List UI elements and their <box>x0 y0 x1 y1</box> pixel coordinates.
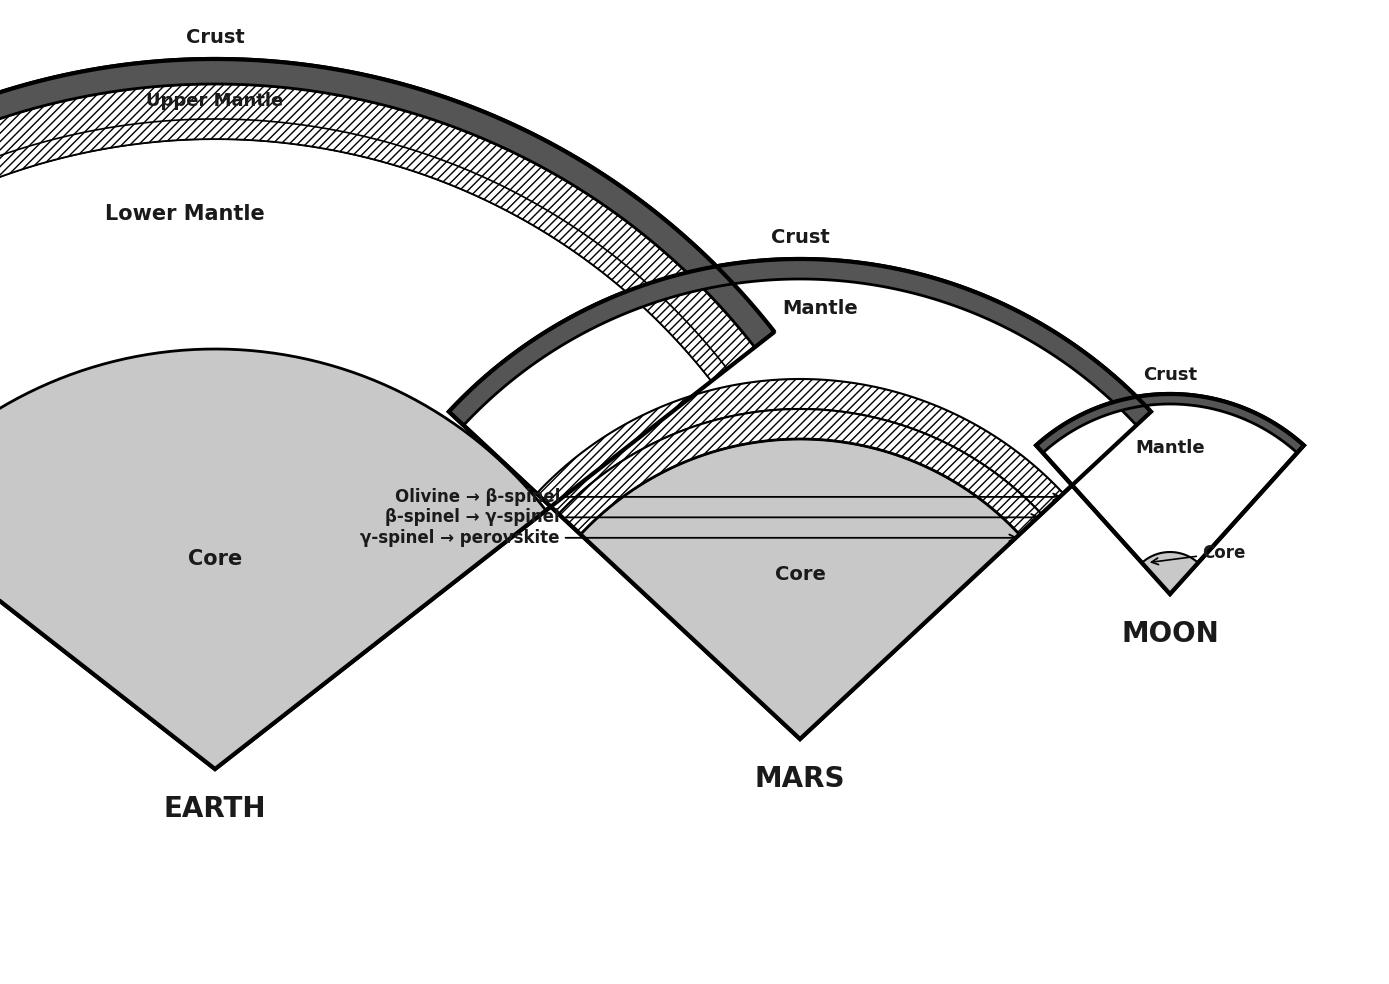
Text: Upper Mantle: Upper Mantle <box>146 92 283 110</box>
Polygon shape <box>558 409 1042 534</box>
Polygon shape <box>0 349 546 769</box>
Text: Crust: Crust <box>186 28 244 47</box>
Text: γ-spinel → perovskite: γ-spinel → perovskite <box>361 528 1015 547</box>
Polygon shape <box>0 59 775 347</box>
Text: Lower Mantle: Lower Mantle <box>106 204 265 224</box>
Text: Mantle: Mantle <box>1135 439 1204 457</box>
Polygon shape <box>0 84 754 381</box>
Text: Core: Core <box>188 549 242 569</box>
Polygon shape <box>449 259 1151 739</box>
Text: Mantle: Mantle <box>782 299 858 319</box>
Text: Core: Core <box>775 565 825 584</box>
Text: EARTH: EARTH <box>164 795 267 823</box>
Text: β-spinel → γ-spinel: β-spinel → γ-spinel <box>385 509 1038 526</box>
Text: Crust: Crust <box>1143 366 1197 384</box>
Polygon shape <box>1142 552 1199 594</box>
Polygon shape <box>536 379 1064 514</box>
Polygon shape <box>0 59 775 769</box>
Text: MARS: MARS <box>754 765 846 793</box>
Polygon shape <box>581 439 1020 739</box>
Polygon shape <box>0 119 728 381</box>
Polygon shape <box>449 259 1151 425</box>
Text: Crust: Crust <box>771 228 829 247</box>
Polygon shape <box>1036 394 1304 594</box>
Polygon shape <box>1036 394 1304 453</box>
Text: MOON: MOON <box>1121 620 1220 648</box>
Text: Olivine → β-spinel: Olivine → β-spinel <box>394 488 1060 506</box>
Text: Core: Core <box>1151 544 1246 565</box>
